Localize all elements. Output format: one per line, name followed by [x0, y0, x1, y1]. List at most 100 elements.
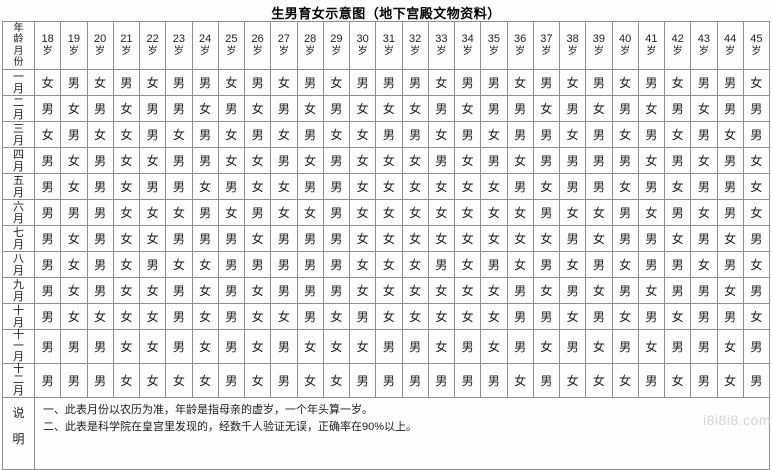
- gender-cell: 男: [532, 147, 561, 174]
- gender-cell: 女: [375, 303, 403, 330]
- gender-cell: 男: [60, 69, 88, 96]
- gender-cell: 男: [506, 329, 534, 364]
- age-suffix: 岁: [462, 46, 473, 57]
- gender-cell: 男: [33, 95, 62, 122]
- gender-cell: 女: [611, 251, 639, 278]
- gender-cell: 女: [112, 121, 141, 148]
- gender-cell: 女: [165, 121, 193, 148]
- gender-cell: 男: [506, 95, 534, 122]
- gender-cell: 女: [427, 69, 456, 96]
- gender-cell: 女: [506, 147, 534, 174]
- gender-cell: 男: [663, 95, 692, 122]
- gender-cell: 男: [33, 225, 62, 252]
- gender-cell: 男: [506, 173, 534, 200]
- month-label-text: 四月: [13, 148, 24, 173]
- gender-cell: 男: [243, 251, 272, 278]
- gender-cell: 男: [637, 251, 666, 278]
- gender-cell: 女: [532, 277, 561, 304]
- gender-cell: 女: [60, 95, 88, 122]
- gender-cell: 女: [506, 69, 534, 96]
- gender-cell: 女: [690, 95, 718, 122]
- gender-cell: 女: [532, 95, 561, 122]
- month-row-四月: 四月男女男女女男男女女男女男女女女男女男女男男男男女男女男女: [2, 147, 771, 174]
- gender-cell: 男: [427, 251, 456, 278]
- age-number: 39: [592, 33, 605, 45]
- gender-cell: 男: [742, 225, 771, 252]
- gender-cell: 男: [322, 251, 351, 278]
- age-suffix: 岁: [725, 46, 736, 57]
- gender-cell: 女: [296, 199, 324, 226]
- gender-cell: 男: [165, 147, 193, 174]
- month-label: 四月: [2, 147, 35, 174]
- gender-cell: 男: [138, 121, 167, 148]
- gender-cell: 男: [86, 363, 114, 398]
- age-suffix: 岁: [121, 46, 132, 57]
- gender-cell: 男: [585, 69, 613, 96]
- gender-cell: 男: [296, 173, 324, 200]
- age-number: 18: [41, 33, 54, 45]
- gender-cell: 女: [375, 173, 403, 200]
- month-label-text: 一月: [13, 70, 24, 95]
- gender-cell: 女: [585, 329, 613, 364]
- gender-cell: 男: [138, 173, 167, 200]
- age-header-20: 20 岁: [86, 21, 114, 70]
- gender-cell: 女: [348, 329, 377, 364]
- gender-cell: 女: [165, 199, 193, 226]
- gender-cell: 男: [690, 173, 718, 200]
- gender-cell: 男: [716, 251, 744, 278]
- gender-cell: 女: [165, 363, 193, 398]
- gender-cell: 男: [165, 69, 193, 96]
- age-suffix: 岁: [252, 46, 263, 57]
- gender-cell: 男: [585, 173, 613, 200]
- age-number: 32: [409, 33, 422, 45]
- gender-cell: 男: [217, 303, 246, 330]
- gender-cell: 男: [60, 329, 88, 364]
- gender-cell: 男: [716, 95, 744, 122]
- gender-cell: 女: [637, 147, 666, 174]
- age-number: 29: [330, 33, 343, 45]
- gender-cell: 女: [60, 147, 88, 174]
- age-header-42: 42 岁: [663, 21, 692, 70]
- age-suffix: 岁: [620, 46, 631, 57]
- gender-cell: 男: [348, 69, 377, 96]
- gender-cell: 女: [427, 329, 456, 364]
- gender-cell: 女: [348, 225, 377, 252]
- gender-cell: 男: [663, 251, 692, 278]
- gender-cell: 女: [270, 121, 298, 148]
- gender-cell: 女: [742, 147, 771, 174]
- gender-cell: 女: [296, 329, 324, 364]
- gender-cell: 男: [690, 225, 718, 252]
- age-suffix: 岁: [593, 46, 604, 57]
- gender-cell: 男: [742, 363, 771, 398]
- gender-cell: 男: [33, 147, 62, 174]
- gender-cell: 男: [427, 147, 456, 174]
- gender-cell: 女: [112, 251, 141, 278]
- gender-cell: 男: [33, 363, 62, 398]
- gender-cell: 女: [138, 147, 167, 174]
- month-label-text: 六月: [13, 200, 24, 225]
- gender-cell: 男: [558, 147, 587, 174]
- age-suffix: 岁: [488, 46, 499, 57]
- gender-cell: 男: [375, 363, 403, 398]
- gender-cell: 男: [217, 251, 246, 278]
- age-header-39: 39 岁: [585, 21, 613, 70]
- gender-cell: 女: [585, 199, 613, 226]
- gender-cell: 女: [427, 121, 456, 148]
- gender-cell: 男: [217, 95, 246, 122]
- gender-cell: 男: [532, 303, 561, 330]
- age-header-23: 23 岁: [165, 21, 193, 70]
- age-header-33: 33 岁: [427, 21, 456, 70]
- gender-cell: 男: [322, 173, 351, 200]
- age-number: 24: [199, 33, 212, 45]
- age-number: 38: [566, 33, 579, 45]
- notes-label-text: 说明: [12, 406, 25, 446]
- gender-cell: 男: [401, 69, 429, 96]
- gender-cell: 男: [60, 199, 88, 226]
- age-header-40: 40 岁: [611, 21, 639, 70]
- age-number: 21: [120, 33, 133, 45]
- gender-cell: 女: [453, 251, 482, 278]
- gender-cell: 女: [506, 225, 534, 252]
- gender-cell: 男: [217, 173, 246, 200]
- gender-cell: 男: [427, 95, 456, 122]
- gender-cell: 男: [637, 363, 666, 398]
